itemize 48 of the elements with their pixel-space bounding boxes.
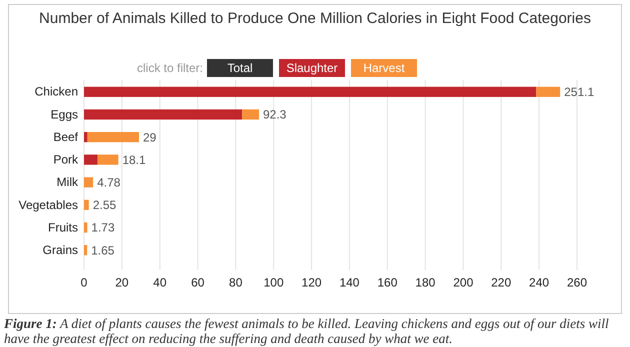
legend-title: click to filter: <box>136 61 203 75</box>
y-tick-label: Beef <box>53 130 79 144</box>
total-label: 2.55 <box>92 198 117 212</box>
y-tick-label: Grains <box>42 242 78 257</box>
total-label: 4.78 <box>97 176 121 190</box>
total-label: 29 <box>142 130 157 144</box>
bar <box>84 154 98 165</box>
y-tick-label: Milk <box>56 175 79 190</box>
x-tick-label: 240 <box>529 276 550 290</box>
y-tick-label: Eggs <box>50 107 78 122</box>
y-tick-label: Chicken <box>34 84 78 99</box>
total-label: 251.1 <box>564 85 594 100</box>
x-tick-label: 200 <box>453 276 474 290</box>
chart-title: Number of Animals Killed to Produce One Million Calories in Eight Food Categories <box>39 10 591 27</box>
x-tick-label: 40 <box>153 276 167 290</box>
x-tick-label: 180 <box>415 276 436 290</box>
total-label: 1.73 <box>91 220 115 235</box>
y-tick-label: Vegetables <box>18 198 78 212</box>
x-tick-label: 160 <box>377 276 398 290</box>
x-tick-label: 220 <box>491 276 512 290</box>
bar <box>84 245 88 256</box>
text: Harvest <box>363 61 406 75</box>
bar <box>84 200 89 210</box>
x-tick-label: 0 <box>80 276 88 290</box>
filter-button: Total <box>207 59 273 77</box>
total-label: 18.1 <box>122 152 146 167</box>
x-tick-label: 120 <box>302 276 322 290</box>
total-label: 1.65 <box>91 243 115 258</box>
y-tick-label: Pork <box>53 152 79 167</box>
x-tick-label: 20 <box>115 276 129 290</box>
bar <box>242 109 260 120</box>
bar <box>84 86 536 97</box>
bar <box>84 132 88 142</box>
y-tick-label: Fruits <box>48 220 78 234</box>
series-label: Slaughter <box>286 61 338 75</box>
bar <box>87 132 139 142</box>
caption: Figure 1: A diet of plants causes the fewest animals to be killed. Leaving chickens and eggs out of our diets will have the greatest effect on reducing the suffering and death caused by what we eat. <box>4 316 609 346</box>
bar <box>536 86 560 97</box>
total-label: 92.3 <box>263 108 287 122</box>
bar <box>84 109 242 120</box>
x-tick-label: 100 <box>264 276 284 290</box>
x-tick-label: 260 <box>566 276 588 290</box>
x-tick-label: 60 <box>191 276 205 290</box>
bar <box>97 154 118 165</box>
bar <box>84 177 94 188</box>
x-tick-label: 140 <box>339 276 360 290</box>
bar <box>84 222 88 233</box>
x-tick-label: 80 <box>229 276 243 290</box>
